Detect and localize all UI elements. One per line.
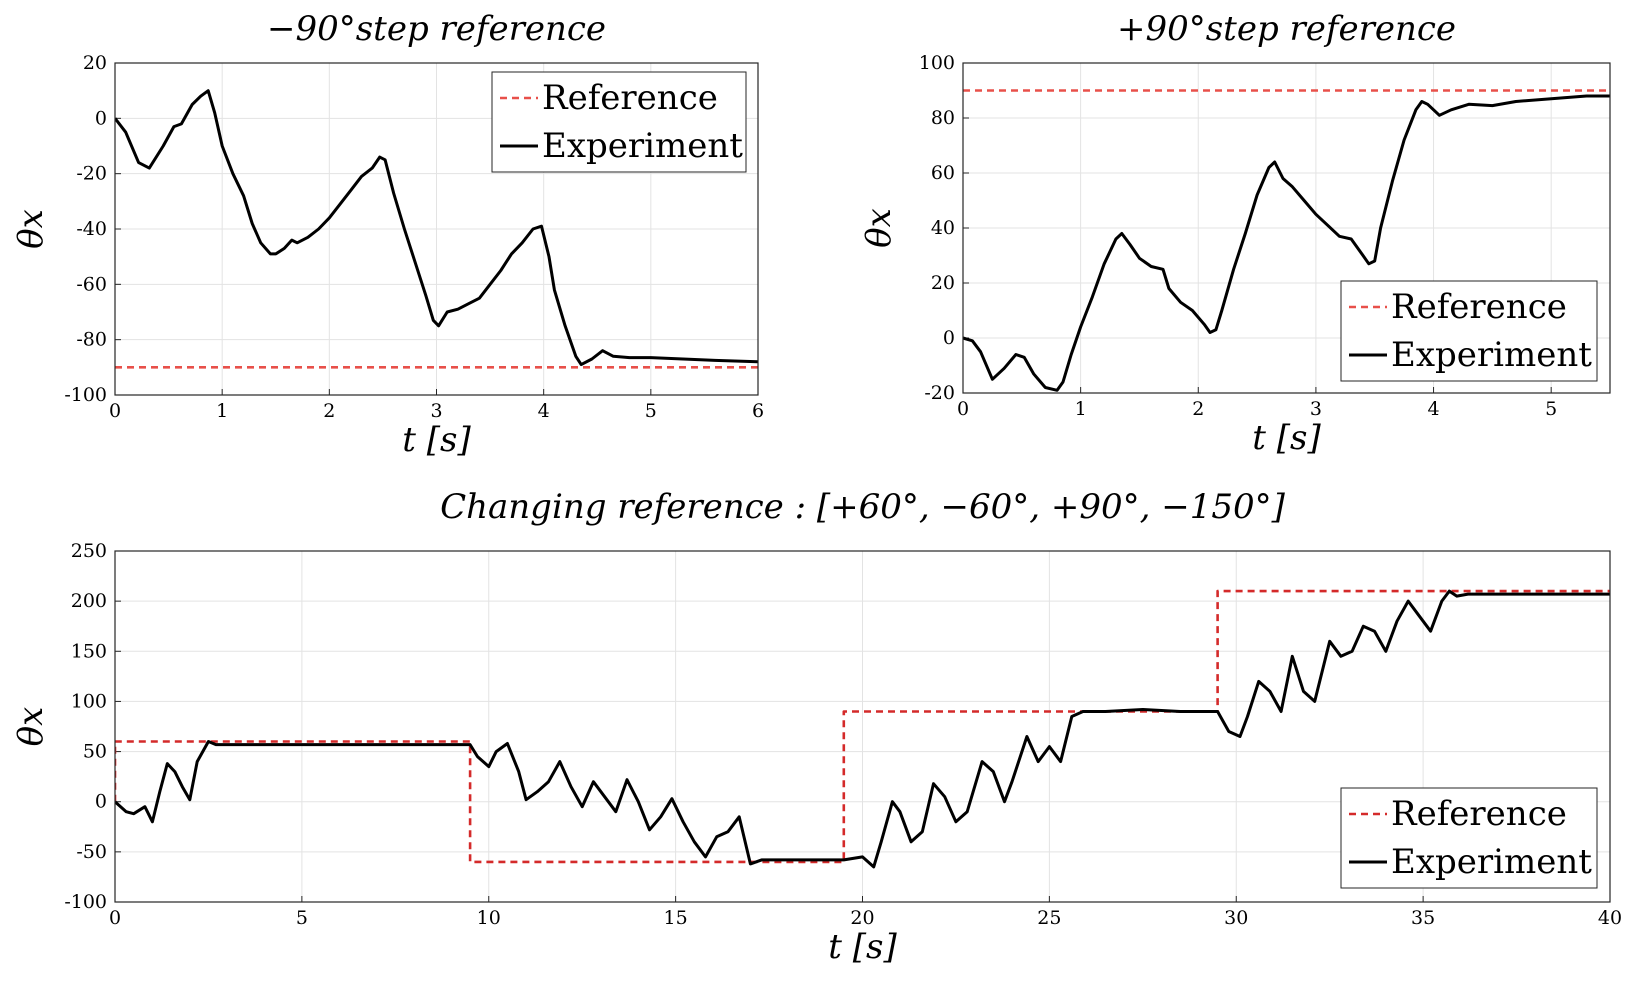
changing-ref-ytick-label: -100 bbox=[64, 891, 107, 913]
step-plus-90-series-experiment-line bbox=[963, 94, 1610, 392]
step-plus-90-ytick-label: 60 bbox=[931, 162, 955, 184]
step-minus-90-xlabel: t [s] bbox=[402, 420, 471, 460]
step-minus-90-xtick-label: 5 bbox=[645, 400, 657, 422]
step-minus-90-xtick-label: 0 bbox=[109, 400, 121, 422]
step-minus-90-ytick-label: -40 bbox=[76, 218, 107, 240]
changing-ref-xtick-label: 15 bbox=[664, 907, 688, 929]
step-minus-90-ytick-label: -80 bbox=[76, 329, 107, 351]
changing-ref-xlabel: t [s] bbox=[828, 927, 897, 967]
step-plus-90-ytick-label: 100 bbox=[919, 52, 955, 74]
step-minus-90-ytick-label: -100 bbox=[64, 384, 107, 406]
changing-ref-ylabel: θx bbox=[11, 707, 51, 747]
step-plus-90-xtick-label: 2 bbox=[1192, 398, 1204, 420]
step-minus-90-legend-label-experiment: Experiment bbox=[542, 126, 743, 166]
step-plus-90-ytick-label: 0 bbox=[943, 327, 955, 349]
step-plus-90-ytick-label: 40 bbox=[931, 217, 955, 239]
chart-step-minus-90: 0 1 2 3 4 5 6 20 0 -20 -40 -60 -80 -100 −90°step refer… bbox=[11, 9, 764, 460]
changing-ref-ytick-label: 150 bbox=[71, 640, 107, 662]
changing-ref-xtick-label: 20 bbox=[850, 907, 874, 929]
step-minus-90-ytick-label: -20 bbox=[76, 163, 107, 185]
step-plus-90-ylabel: θx bbox=[859, 208, 899, 248]
changing-ref-xtick-label: 10 bbox=[477, 907, 501, 929]
step-plus-90-xtick-label: 0 bbox=[957, 398, 969, 420]
changing-ref-xtick-label: 35 bbox=[1411, 907, 1435, 929]
step-plus-90-legend-box bbox=[1340, 280, 1598, 382]
step-minus-90-legend-box bbox=[491, 71, 747, 173]
step-plus-90-title: +90°step reference bbox=[1117, 9, 1456, 49]
changing-ref-xtick-label: 30 bbox=[1224, 907, 1248, 929]
step-plus-90-ytick-label: -20 bbox=[924, 382, 955, 404]
step-minus-90-title: −90°step reference bbox=[267, 9, 606, 49]
changing-ref-title: Changing reference : [+60°, −60°, +90°, … bbox=[440, 487, 1286, 527]
changing-ref-xtick-label: 40 bbox=[1598, 907, 1622, 929]
changing-ref-ytick-label: 0 bbox=[95, 791, 107, 813]
step-minus-90-ytick-label: -60 bbox=[76, 273, 107, 295]
changing-ref-ytick-label: 250 bbox=[71, 540, 107, 562]
changing-ref-legend-box bbox=[1340, 787, 1598, 889]
changing-ref-ytick-label: -50 bbox=[76, 841, 107, 863]
changing-ref-axes-frame bbox=[114, 550, 1611, 903]
step-minus-90-xtick-label: 3 bbox=[430, 400, 442, 422]
step-minus-90-axes-frame bbox=[114, 62, 759, 396]
changing-ref-series-reference-line bbox=[115, 589, 1610, 864]
changing-ref-xtick-label: 25 bbox=[1037, 907, 1061, 929]
step-minus-90-xtick-label: 1 bbox=[216, 400, 228, 422]
changing-ref-legend-label-experiment: Experiment bbox=[1391, 842, 1592, 882]
step-minus-90-ytick-label: 20 bbox=[83, 52, 107, 74]
step-plus-90-xlabel: t [s] bbox=[1252, 418, 1321, 458]
chart-changing-reference: 0 5 10 15 20 25 30 35 40 250 200 150 100 50 0 -50 -100 Ch… bbox=[11, 487, 1622, 967]
changing-ref-series-experiment-line bbox=[115, 589, 1610, 869]
step-minus-90-legend-label-reference: Reference bbox=[542, 78, 718, 118]
changing-ref-ytick-label: 50 bbox=[83, 741, 107, 763]
step-plus-90-xtick-label: 1 bbox=[1075, 398, 1087, 420]
changing-ref-ytick-label: 100 bbox=[71, 690, 107, 712]
step-plus-90-xtick-label: 4 bbox=[1427, 398, 1439, 420]
step-minus-90-ytick-label: 0 bbox=[95, 107, 107, 129]
step-plus-90-ytick-label: 20 bbox=[931, 272, 955, 294]
step-minus-90-ylabel: θx bbox=[11, 209, 51, 249]
step-plus-90-legend-label-reference: Reference bbox=[1391, 287, 1567, 327]
changing-ref-ytick-label: 200 bbox=[71, 590, 107, 612]
step-plus-90-xtick-label: 5 bbox=[1545, 398, 1557, 420]
step-minus-90-series-experiment-line bbox=[115, 89, 758, 367]
changing-ref-xtick-label: 5 bbox=[296, 907, 308, 929]
step-minus-90-xtick-label: 6 bbox=[752, 400, 764, 422]
step-plus-90-axes-frame bbox=[962, 62, 1611, 394]
step-minus-90-xtick-label: 2 bbox=[323, 400, 335, 422]
step-plus-90-legend-label-experiment: Experiment bbox=[1391, 335, 1592, 375]
changing-ref-legend-label-reference: Reference bbox=[1391, 794, 1567, 834]
step-plus-90-ytick-label: 80 bbox=[931, 107, 955, 129]
step-minus-90-xtick-label: 4 bbox=[538, 400, 550, 422]
changing-ref-xtick-label: 0 bbox=[109, 907, 121, 929]
step-plus-90-xtick-label: 3 bbox=[1310, 398, 1322, 420]
